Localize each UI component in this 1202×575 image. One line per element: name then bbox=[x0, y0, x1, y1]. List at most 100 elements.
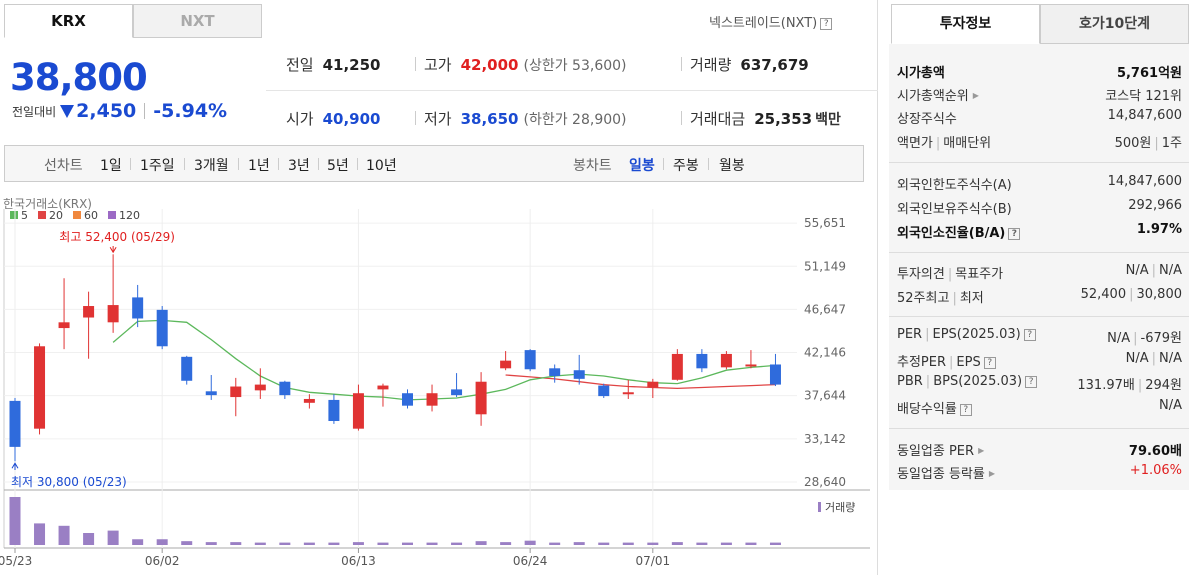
opinion-label: 투자의견 | 목표주가 bbox=[897, 263, 1003, 282]
help-icon[interactable]: ? bbox=[983, 357, 996, 369]
sector-chg-label[interactable]: 동일업종 등락률 ▶ bbox=[897, 463, 995, 482]
help-icon[interactable]: ? bbox=[959, 404, 972, 416]
stock-quote-panel: KRX NXT 넥스트레이드(NXT)? 38,800 전일대비 2,450 -… bbox=[0, 0, 878, 575]
x-tick-label: 06/02 bbox=[145, 554, 180, 568]
legend-ma5-label: 5 bbox=[21, 209, 28, 222]
volume-bar bbox=[377, 542, 389, 545]
nxt-link[interactable]: 넥스트레이드(NXT)? bbox=[709, 12, 833, 31]
market-cap-rank-text[interactable]: 시가총액순위 bbox=[897, 89, 969, 104]
volume-bar bbox=[500, 542, 512, 545]
foreign-hold-value: 292,966 bbox=[1128, 198, 1182, 213]
divider: | bbox=[947, 267, 953, 282]
quote-summary: 전일 41,250 고가 42,000 (상한가 53,600) 거래량 637,679… bbox=[266, 36, 878, 140]
est-per-value-text: N/A bbox=[1125, 351, 1149, 366]
row-pbr: PBR | BPS(2025.03)? 131.97배 | 294원 bbox=[897, 374, 1182, 393]
info-tabs: 투자정보 호가10단계 bbox=[891, 4, 1189, 44]
row-dividend: 배당수익률? N/A bbox=[897, 398, 1182, 417]
volume: 거래량 637,679 bbox=[690, 54, 809, 75]
volume-bar bbox=[34, 523, 46, 545]
foreign-ratio-text: 외국인소진율(B/A) bbox=[897, 226, 1006, 241]
x-tick-label: 05/23 bbox=[0, 554, 32, 568]
target-text: 목표주가 bbox=[955, 267, 1004, 282]
period-3m[interactable]: 3개월 bbox=[194, 158, 229, 174]
div-value: N/A bbox=[1159, 398, 1182, 413]
legend-ma120: 120 bbox=[108, 209, 140, 222]
row-sector-per: 동일업종 PER ▶ 79.60배 bbox=[897, 440, 1182, 459]
candle bbox=[352, 393, 364, 429]
row-est-per: 추정PER | EPS? N/A | N/A bbox=[897, 351, 1182, 370]
tab-nxt[interactable]: NXT bbox=[133, 4, 262, 38]
divider bbox=[889, 252, 1189, 253]
period-1y[interactable]: 1년 bbox=[248, 158, 270, 174]
row-52w: 52주최고 | 최저 52,400 | 30,800 bbox=[897, 287, 1182, 306]
help-icon[interactable]: ? bbox=[1023, 329, 1036, 341]
period-5y[interactable]: 5년 bbox=[327, 158, 349, 174]
div-text: 배당수익률 bbox=[897, 402, 957, 417]
legend-ma20: 20 bbox=[38, 209, 63, 222]
candle bbox=[524, 350, 536, 370]
candle bbox=[573, 370, 585, 379]
divider: | bbox=[1133, 331, 1138, 346]
w52-low-value: 30,800 bbox=[1136, 287, 1183, 302]
open-price: 시가 40,900 bbox=[286, 108, 381, 129]
pbr-value-text: 131.97배 bbox=[1077, 378, 1135, 393]
amount-value: 25,353 bbox=[754, 110, 813, 128]
row-foreign-ratio: 외국인소진율(B/A)? 1.97% bbox=[897, 222, 1182, 241]
eps-text: EPS(2025.03) bbox=[932, 327, 1021, 342]
ma20-line bbox=[505, 374, 776, 390]
change-value: 2,450 bbox=[76, 100, 137, 122]
help-icon[interactable]: ? bbox=[820, 18, 833, 30]
eps-value-text: -679원 bbox=[1140, 331, 1182, 346]
high-price: 고가 42,000 (상한가 53,600) bbox=[424, 54, 627, 75]
est-per-label: 추정PER | EPS? bbox=[897, 351, 996, 370]
period-weekly[interactable]: 주봉 bbox=[673, 158, 699, 174]
legend-ma20-label: 20 bbox=[49, 209, 63, 222]
tab-invest-info[interactable]: 투자정보 bbox=[891, 4, 1040, 44]
w52-high-value: 52,400 bbox=[1080, 287, 1127, 302]
divider bbox=[357, 158, 358, 170]
prev-close: 전일 41,250 bbox=[286, 54, 381, 75]
period-1d[interactable]: 1일 bbox=[100, 158, 122, 174]
period-daily[interactable]: 일봉 bbox=[629, 158, 655, 174]
down-triangle-icon bbox=[60, 104, 75, 118]
volume-bar bbox=[83, 533, 95, 545]
par-label-text: 액면가 bbox=[897, 136, 933, 151]
high-value: 42,000 bbox=[460, 56, 519, 74]
divider bbox=[889, 162, 1189, 163]
period-3y[interactable]: 3년 bbox=[288, 158, 310, 174]
sector-per-text[interactable]: 동일업종 PER bbox=[897, 444, 975, 459]
current-price: 38,800 bbox=[10, 56, 148, 99]
candle bbox=[500, 360, 512, 369]
amount-label: 거래대금 bbox=[690, 110, 746, 128]
candle bbox=[9, 400, 21, 447]
est-per-value: N/A | N/A bbox=[1126, 351, 1182, 370]
per-label: PER | EPS(2025.03)? bbox=[897, 327, 1036, 346]
period-1w[interactable]: 1주일 bbox=[140, 158, 175, 174]
tab-krx[interactable]: KRX bbox=[4, 4, 133, 38]
candle bbox=[598, 385, 610, 397]
volume-bar bbox=[647, 542, 659, 545]
nxt-link-label[interactable]: 넥스트레이드(NXT) bbox=[709, 16, 818, 31]
sector-chg-text[interactable]: 동일업종 등락률 bbox=[897, 467, 985, 482]
period-10y[interactable]: 10년 bbox=[366, 158, 397, 174]
help-icon[interactable]: ? bbox=[1008, 228, 1021, 240]
period-monthly[interactable]: 월봉 bbox=[719, 158, 745, 174]
candlestick-chart[interactable]: 55,651 51,149 46,647 42,146 37,644 33,142 28,6… bbox=[0, 193, 878, 575]
x-tick-label: 06/24 bbox=[513, 554, 548, 568]
volume-bar bbox=[696, 542, 708, 545]
tab-orderbook[interactable]: 호가10단계 bbox=[1040, 4, 1189, 44]
help-icon[interactable]: ? bbox=[1025, 376, 1038, 388]
sector-per-label[interactable]: 동일업종 PER ▶ bbox=[897, 440, 984, 459]
divider bbox=[663, 158, 664, 170]
candle bbox=[279, 381, 291, 396]
chart-source: 한국거래소(KRX) bbox=[3, 197, 92, 211]
line-chart-label: 선차트 bbox=[44, 158, 83, 174]
caret-right-icon: ▶ bbox=[988, 469, 996, 478]
divider bbox=[318, 158, 319, 170]
market-cap-rank-label[interactable]: 시가총액순위 ▶ bbox=[897, 85, 979, 104]
pbr-text: PBR bbox=[897, 374, 923, 389]
par-value: 500원 | 1주 bbox=[1115, 132, 1182, 151]
w52-value: 52,400 | 30,800 bbox=[1081, 287, 1182, 306]
candle bbox=[426, 393, 438, 406]
volume-bar bbox=[58, 525, 70, 545]
